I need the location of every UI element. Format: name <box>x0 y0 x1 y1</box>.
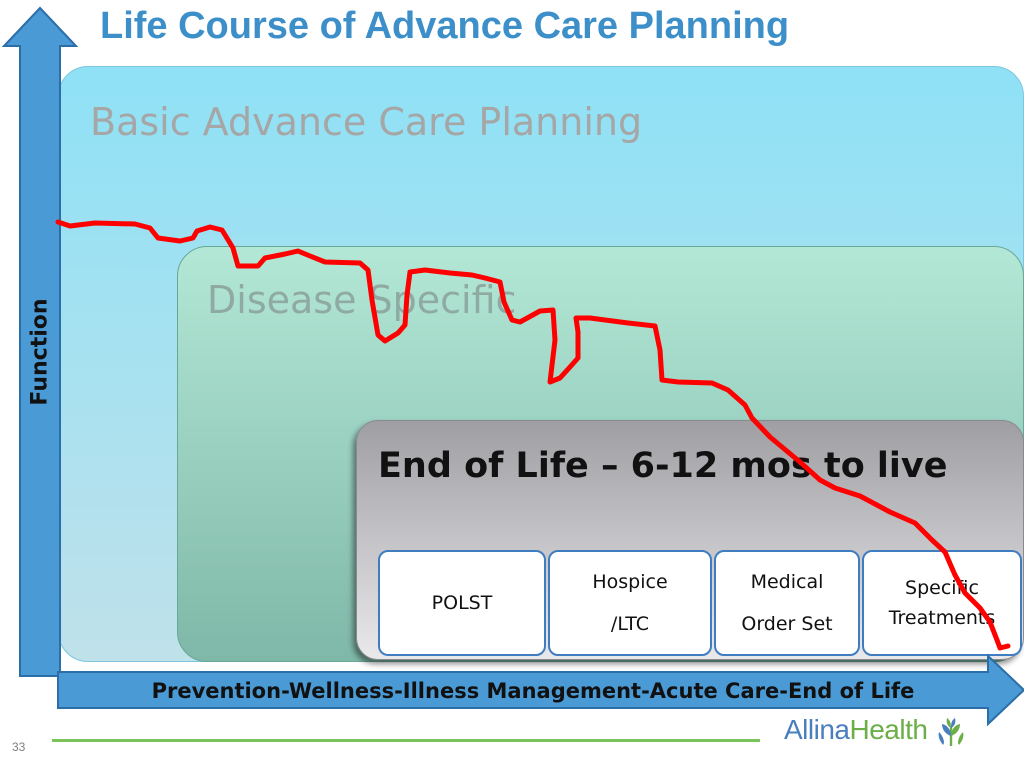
card-hospice-text: Hospice /LTC <box>592 561 667 645</box>
continuum-axis-label: Prevention-Wellness-Illness Management-A… <box>151 679 915 703</box>
logo-part-health: Health <box>849 714 928 745</box>
allina-wheat-icon <box>939 718 964 746</box>
slide-title: Life Course of Advance Care Planning <box>100 5 790 47</box>
card-polst-line-1: POLST <box>431 592 493 614</box>
card-hospice: Hospice /LTC <box>548 550 712 656</box>
arrow-right-icon <box>57 653 1024 727</box>
card-specific-line-2: Treatments <box>888 607 996 629</box>
page-number: 33 <box>12 740 26 754</box>
card-polst-text: POLST <box>432 592 493 614</box>
function-axis-label: Function <box>27 298 53 406</box>
disease-specific-label: Disease Specific <box>207 278 517 322</box>
footer-divider <box>52 739 760 742</box>
card-polst: POLST <box>378 550 546 656</box>
card-medical-order-set-text: Medical Order Set <box>741 561 832 645</box>
logo-wordmark: AllinaHealth <box>784 714 928 746</box>
card-medical-line-2: Order Set <box>741 613 833 635</box>
logo-part-allina: Allina <box>784 714 850 745</box>
function-decline-curve <box>55 219 1011 651</box>
end-of-life-label: End of Life – 6-12 mos to live <box>378 446 948 486</box>
arrow-up-icon <box>1 6 79 677</box>
card-hospice-line-1: Hospice <box>592 571 668 593</box>
card-hospice-line-2: /LTC <box>610 613 650 635</box>
allina-health-logo: AllinaHealth <box>784 708 969 752</box>
basic-acp-label: Basic Advance Care Planning <box>90 100 643 144</box>
card-medical-order-set: Medical Order Set <box>714 550 860 656</box>
card-medical-line-1: Medical <box>750 571 824 593</box>
